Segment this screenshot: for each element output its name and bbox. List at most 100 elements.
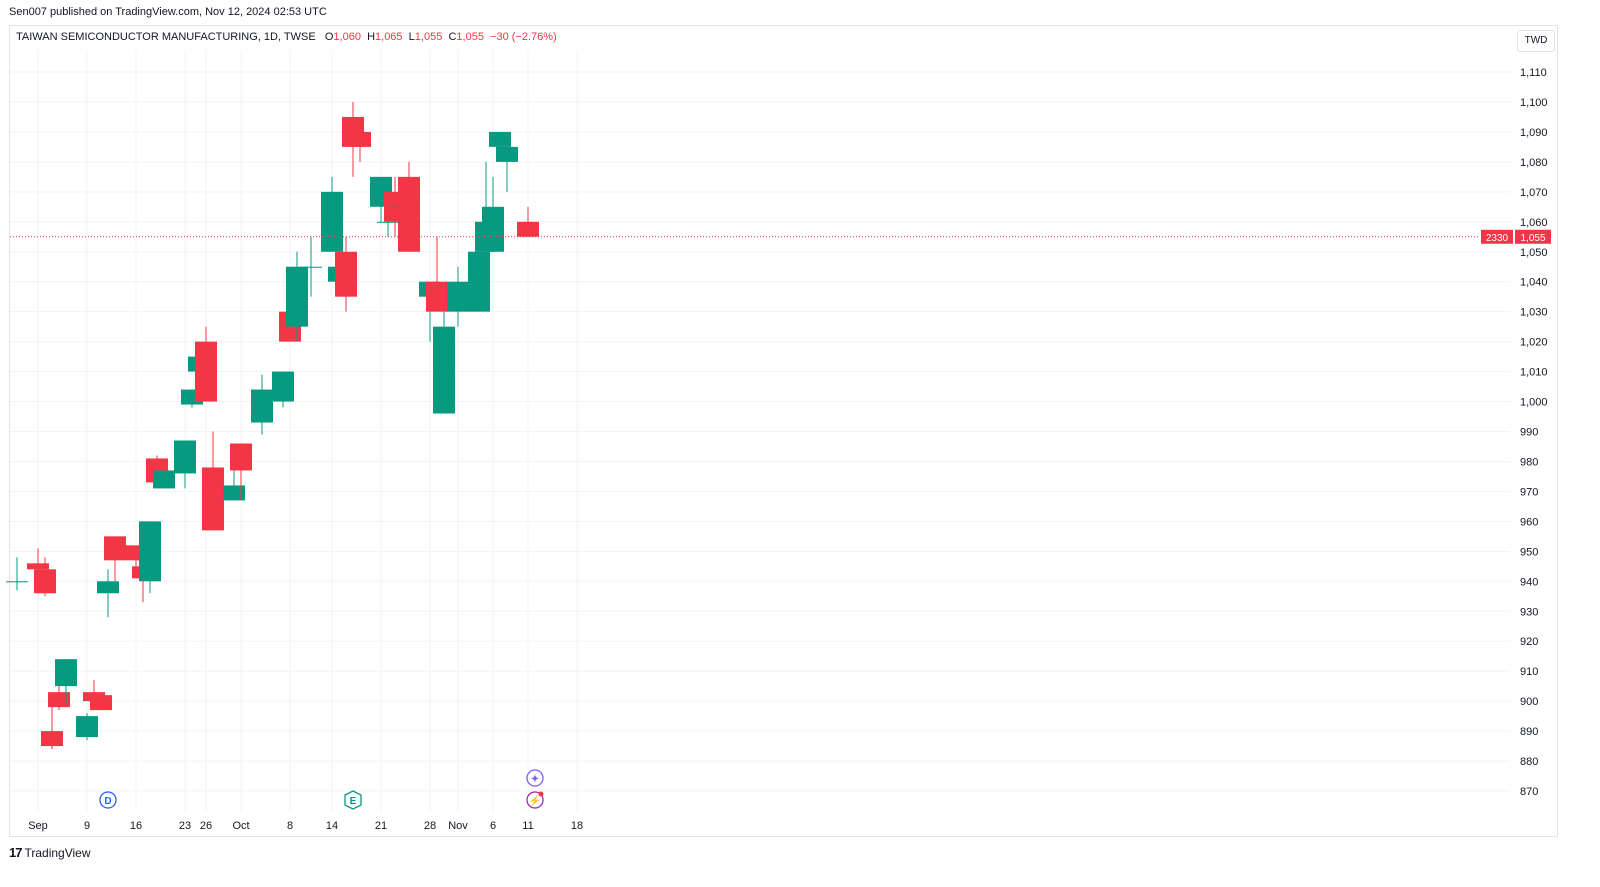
candle-body[interactable]: [230, 443, 252, 471]
legend-change: −30 (−2.76%): [490, 31, 557, 43]
legend-high-label: H: [367, 31, 376, 43]
candle-body[interactable]: [300, 266, 322, 268]
dividend-marker-label: D: [104, 796, 111, 807]
symbol-legend: TAIWAN SEMICONDUCTOR MANUFACTURING, 1D, …: [16, 31, 557, 43]
candle-body[interactable]: [97, 581, 119, 594]
candle-body[interactable]: [468, 251, 490, 312]
y-tick-label: 1,050: [1520, 247, 1548, 259]
ticker-tag-text: 2330: [1486, 233, 1509, 244]
candle-body[interactable]: [321, 191, 343, 252]
y-tick-label: 930: [1520, 606, 1538, 618]
x-tick-label: 18: [571, 820, 583, 832]
legend-close-label: C: [448, 31, 457, 43]
y-tick-label: 950: [1520, 546, 1538, 558]
candle-body[interactable]: [34, 569, 56, 594]
candle-body[interactable]: [223, 485, 245, 501]
candle-body[interactable]: [104, 536, 126, 561]
legend-open-value: 1,060: [333, 31, 361, 43]
candle-body[interactable]: [153, 470, 175, 489]
y-tick-label: 900: [1520, 696, 1538, 708]
legend-close-value: 1,055: [456, 31, 484, 43]
candle-body[interactable]: [496, 146, 518, 162]
tradingview-brand: TradingView: [24, 845, 91, 860]
candle-body[interactable]: [41, 731, 63, 747]
x-tick-label: Sep: [28, 820, 48, 832]
candle-body[interactable]: [482, 206, 504, 252]
price-tag-text: 1,055: [1520, 233, 1545, 244]
earnings-marker-label: E: [350, 796, 357, 807]
y-tick-label: 1,090: [1520, 127, 1548, 139]
legend-low-label: L: [408, 31, 415, 43]
tradingview-logo[interactable]: 17 TradingView: [9, 845, 91, 860]
y-tick-label: 920: [1520, 636, 1538, 648]
candle-body[interactable]: [377, 221, 399, 223]
candle-body[interactable]: [55, 659, 77, 687]
legend-open-label: O: [324, 31, 334, 43]
notification-dot: [538, 791, 544, 797]
x-tick-label: 23: [179, 820, 191, 832]
x-tick-label: 9: [84, 820, 90, 832]
candle-body[interactable]: [174, 440, 196, 474]
candle-body[interactable]: [447, 281, 469, 312]
y-tick-label: 870: [1520, 786, 1538, 798]
x-tick-label: 11: [522, 820, 533, 832]
candle-body[interactable]: [90, 695, 112, 711]
y-tick-label: 1,010: [1520, 367, 1548, 379]
candle-body[interactable]: [349, 131, 371, 147]
y-tick-label: 1,020: [1520, 337, 1548, 349]
candle-body[interactable]: [335, 251, 357, 297]
sparkle-icon[interactable]: [526, 769, 544, 787]
candle-body[interactable]: [139, 521, 161, 582]
candle-body[interactable]: [398, 176, 420, 252]
candle-body[interactable]: [517, 221, 539, 237]
dividend-icon[interactable]: [99, 791, 117, 809]
candle-body[interactable]: [272, 371, 294, 402]
x-tick-label: 6: [490, 820, 496, 832]
candle-body[interactable]: [286, 266, 308, 327]
x-tick-label: Nov: [448, 820, 468, 832]
price-tag-box: [1515, 229, 1551, 244]
candle-body[interactable]: [251, 389, 273, 423]
candle-body[interactable]: [76, 716, 98, 738]
y-tick-label: 1,060: [1520, 217, 1548, 229]
y-tick-label: 880: [1520, 756, 1538, 768]
x-tick-label: 14: [326, 820, 338, 832]
candle-body[interactable]: [6, 581, 28, 583]
y-tick-label: 1,000: [1520, 397, 1548, 409]
x-tick-label: 8: [287, 820, 293, 832]
y-tick-label: 990: [1520, 427, 1538, 439]
y-tick-label: 1,030: [1520, 307, 1548, 319]
y-tick-label: 970: [1520, 486, 1538, 498]
lightning-icon[interactable]: [526, 791, 544, 809]
y-tick-label: 1,040: [1520, 277, 1548, 289]
candle-body[interactable]: [202, 467, 224, 531]
y-tick-label: 1,100: [1520, 97, 1548, 109]
sparkle-marker-label: ✦: [531, 774, 539, 785]
legend-high-value: 1,065: [375, 31, 403, 43]
candle-body[interactable]: [195, 341, 217, 402]
ticker-tag-box: [1481, 229, 1513, 244]
lightning-marker-label: ⚡: [529, 794, 541, 807]
y-tick-label: 1,080: [1520, 157, 1548, 169]
y-tick-label: 890: [1520, 726, 1538, 738]
y-tick-label: 980: [1520, 456, 1538, 468]
y-tick-label: 1,070: [1520, 187, 1548, 199]
currency-button[interactable]: TWD: [1517, 30, 1555, 52]
legend-low-value: 1,055: [414, 31, 443, 43]
published-line: Sen007 published on TradingView.com, Nov…: [9, 6, 327, 18]
candle-body[interactable]: [489, 131, 511, 147]
candle-body[interactable]: [433, 326, 455, 414]
candle-body[interactable]: [426, 281, 448, 312]
y-tick-label: 960: [1520, 516, 1538, 528]
x-tick-label: 16: [130, 820, 142, 832]
x-tick-label: 26: [200, 820, 212, 832]
candle-body[interactable]: [48, 692, 70, 708]
legend-symbol: TAIWAN SEMICONDUCTOR MANUFACTURING, 1D, …: [16, 31, 316, 43]
chart-frame: [9, 25, 1558, 837]
y-tick-label: 910: [1520, 666, 1538, 678]
earnings-icon[interactable]: [344, 790, 362, 810]
candle-body[interactable]: [27, 563, 49, 570]
y-tick-label: 940: [1520, 576, 1538, 588]
tradingview-mark-icon: 17: [9, 845, 23, 860]
